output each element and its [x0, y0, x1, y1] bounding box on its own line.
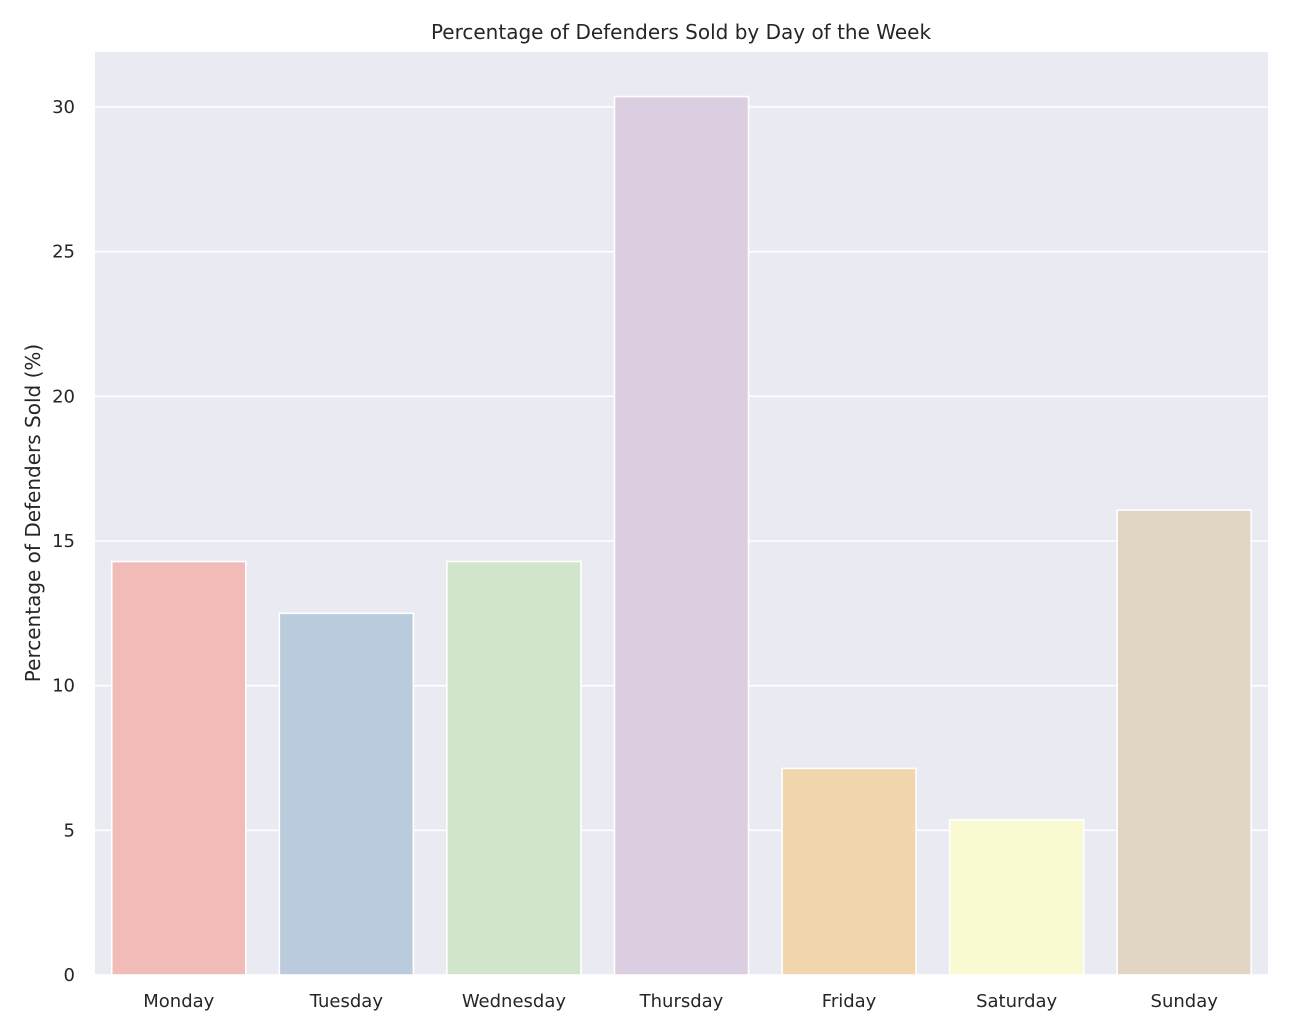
- y-tick-label-25: 25: [52, 242, 75, 263]
- bars: [110, 95, 1253, 976]
- bar-sunday: [1116, 509, 1253, 976]
- x-tick-labels: Monday Tuesday Wednesday Thursday Friday Satu…: [143, 991, 1218, 1012]
- y-tick-label-20: 20: [52, 386, 75, 407]
- chart-title: Percentage of Defenders Sold by Day of t…: [431, 20, 932, 44]
- y-tick-label-30: 30: [52, 97, 75, 118]
- bar-tuesday: [278, 612, 415, 976]
- y-tick-label-5: 5: [64, 820, 75, 841]
- x-tick-label-sunday: Sunday: [1151, 991, 1219, 1012]
- x-tick-label-friday: Friday: [822, 991, 877, 1012]
- y-tick-labels: 0 5 10 15 20 25 30: [52, 97, 75, 986]
- x-tick-label-tuesday: Tuesday: [309, 991, 384, 1012]
- x-tick-label-thursday: Thursday: [639, 991, 724, 1012]
- y-axis-label: Percentage of Defenders Sold (%): [21, 344, 45, 682]
- x-tick-label-saturday: Saturday: [976, 991, 1057, 1012]
- bar-thursday: [613, 95, 750, 976]
- x-tick-label-wednesday: Wednesday: [462, 991, 567, 1012]
- bar-monday: [110, 560, 247, 976]
- bar-friday: [781, 767, 917, 976]
- y-tick-label-10: 10: [52, 676, 75, 697]
- y-tick-label-15: 15: [52, 531, 75, 552]
- bar-saturday: [948, 819, 1085, 976]
- y-tick-label-0: 0: [64, 965, 75, 986]
- bar-wednesday: [446, 560, 582, 976]
- x-tick-label-monday: Monday: [143, 991, 214, 1012]
